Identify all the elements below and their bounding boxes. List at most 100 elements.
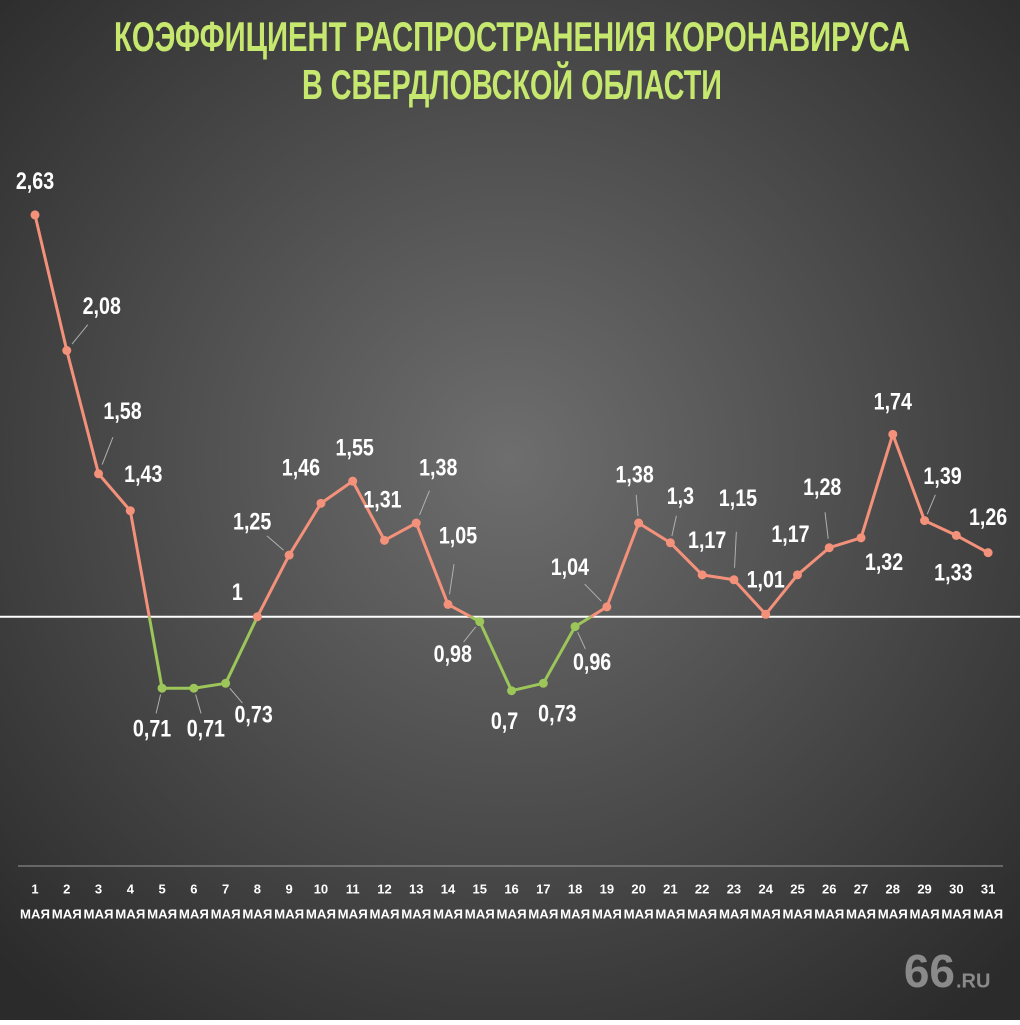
x-tick-label: 14 [441, 881, 456, 896]
x-tick-unit: МАЯ [910, 906, 940, 921]
line-segment [33, 214, 69, 351]
data-label: 1,05 [439, 522, 477, 549]
x-tick-unit: МАЯ [687, 906, 717, 921]
point [983, 548, 993, 558]
x-tick-unit: МАЯ [179, 906, 209, 921]
x-tick-unit: МАЯ [369, 906, 399, 921]
data-label: 1,38 [419, 454, 457, 481]
data-label: 0,73 [234, 701, 272, 728]
x-tick-label: 24 [758, 881, 773, 896]
x-tick-label: 31 [981, 881, 995, 896]
point [697, 570, 707, 580]
leader-line [463, 626, 477, 643]
data-label: 0,71 [133, 715, 171, 742]
point [30, 210, 40, 220]
data-label: 1,04 [551, 553, 590, 580]
leader-line [266, 535, 284, 551]
data-label: 1,46 [282, 454, 320, 481]
point [62, 345, 72, 355]
point [824, 543, 834, 553]
point [761, 609, 771, 619]
point [665, 538, 675, 548]
x-tick-unit: МАЯ [147, 906, 177, 921]
x-tick-unit: МАЯ [624, 906, 654, 921]
point [570, 622, 580, 632]
x-tick-unit: МАЯ [274, 906, 304, 921]
x-tick-label: 6 [190, 881, 197, 896]
x-tick-unit: МАЯ [211, 906, 241, 921]
point [920, 516, 930, 526]
x-tick-unit: МАЯ [338, 906, 368, 921]
data-label: 2,63 [16, 167, 54, 194]
data-label: 1,25 [233, 508, 271, 535]
point [729, 575, 739, 585]
line-segment [383, 521, 417, 542]
leader-line [101, 436, 114, 465]
point [538, 678, 548, 688]
x-tick-unit: МАЯ [878, 906, 908, 921]
data-label: 0,98 [434, 640, 472, 667]
line-segment [955, 534, 989, 554]
x-tick-label: 23 [727, 881, 741, 896]
x-tick-label: 15 [473, 881, 487, 896]
x-tick-unit: МАЯ [528, 906, 558, 921]
data-label: 0,73 [538, 700, 576, 727]
line-segment [147, 616, 164, 689]
data-label: 2,08 [83, 292, 121, 319]
point [475, 617, 485, 627]
x-tick-unit: МАЯ [433, 906, 463, 921]
data-label: 1,15 [719, 484, 757, 511]
point [348, 476, 358, 486]
leader-line [155, 694, 162, 714]
data-label: 1,33 [934, 559, 972, 586]
x-tick-label: 27 [854, 881, 868, 896]
point [157, 683, 167, 693]
x-tick-unit: МАЯ [20, 906, 50, 921]
leader-line [635, 494, 639, 517]
x-tick-unit: МАЯ [592, 906, 622, 921]
data-label: 1,17 [688, 526, 726, 553]
line-segment [923, 519, 957, 537]
line-segment [511, 681, 544, 693]
leader-line [584, 583, 602, 602]
x-tick-label: 22 [695, 881, 709, 896]
data-label: 1,28 [803, 473, 841, 500]
x-tick-unit: МАЯ [306, 906, 336, 921]
line-segment [732, 578, 767, 616]
data-label: 1,58 [103, 397, 141, 424]
x-tick-unit: МАЯ [941, 906, 971, 921]
logo: 66 [904, 945, 955, 997]
x-tick-unit: МАЯ [973, 906, 1003, 921]
line-segment [128, 510, 151, 618]
line-segment [605, 522, 641, 608]
point [221, 678, 231, 688]
point [602, 602, 612, 612]
x-tick-unit: МАЯ [719, 906, 749, 921]
x-tick-unit: МАЯ [814, 906, 844, 921]
x-tick-label: 10 [314, 881, 328, 896]
data-label: 1,01 [747, 566, 785, 593]
line-segment [256, 554, 291, 618]
point [94, 469, 104, 479]
line-segment [542, 625, 577, 685]
point [284, 550, 294, 560]
data-label: 1 [232, 578, 243, 605]
x-tick-label: 1 [31, 881, 38, 896]
point [189, 683, 199, 693]
point [634, 518, 644, 528]
chart-title: КОЭФФИЦИЕНТ РАСПРОСТРАНЕНИЯ КОРОНАВИРУСА [114, 13, 910, 60]
data-label: 1,39 [923, 462, 961, 489]
leader-line [734, 531, 737, 568]
x-tick-label: 26 [822, 881, 836, 896]
point [125, 506, 135, 516]
x-tick-label: 2 [63, 881, 70, 896]
line-segment [414, 522, 450, 605]
x-tick-label: 7 [222, 881, 229, 896]
x-tick-label: 25 [790, 881, 804, 896]
data-label: 1,43 [124, 460, 162, 487]
line-segment [828, 536, 862, 550]
line-segment [97, 472, 132, 512]
x-tick-unit: МАЯ [751, 906, 781, 921]
